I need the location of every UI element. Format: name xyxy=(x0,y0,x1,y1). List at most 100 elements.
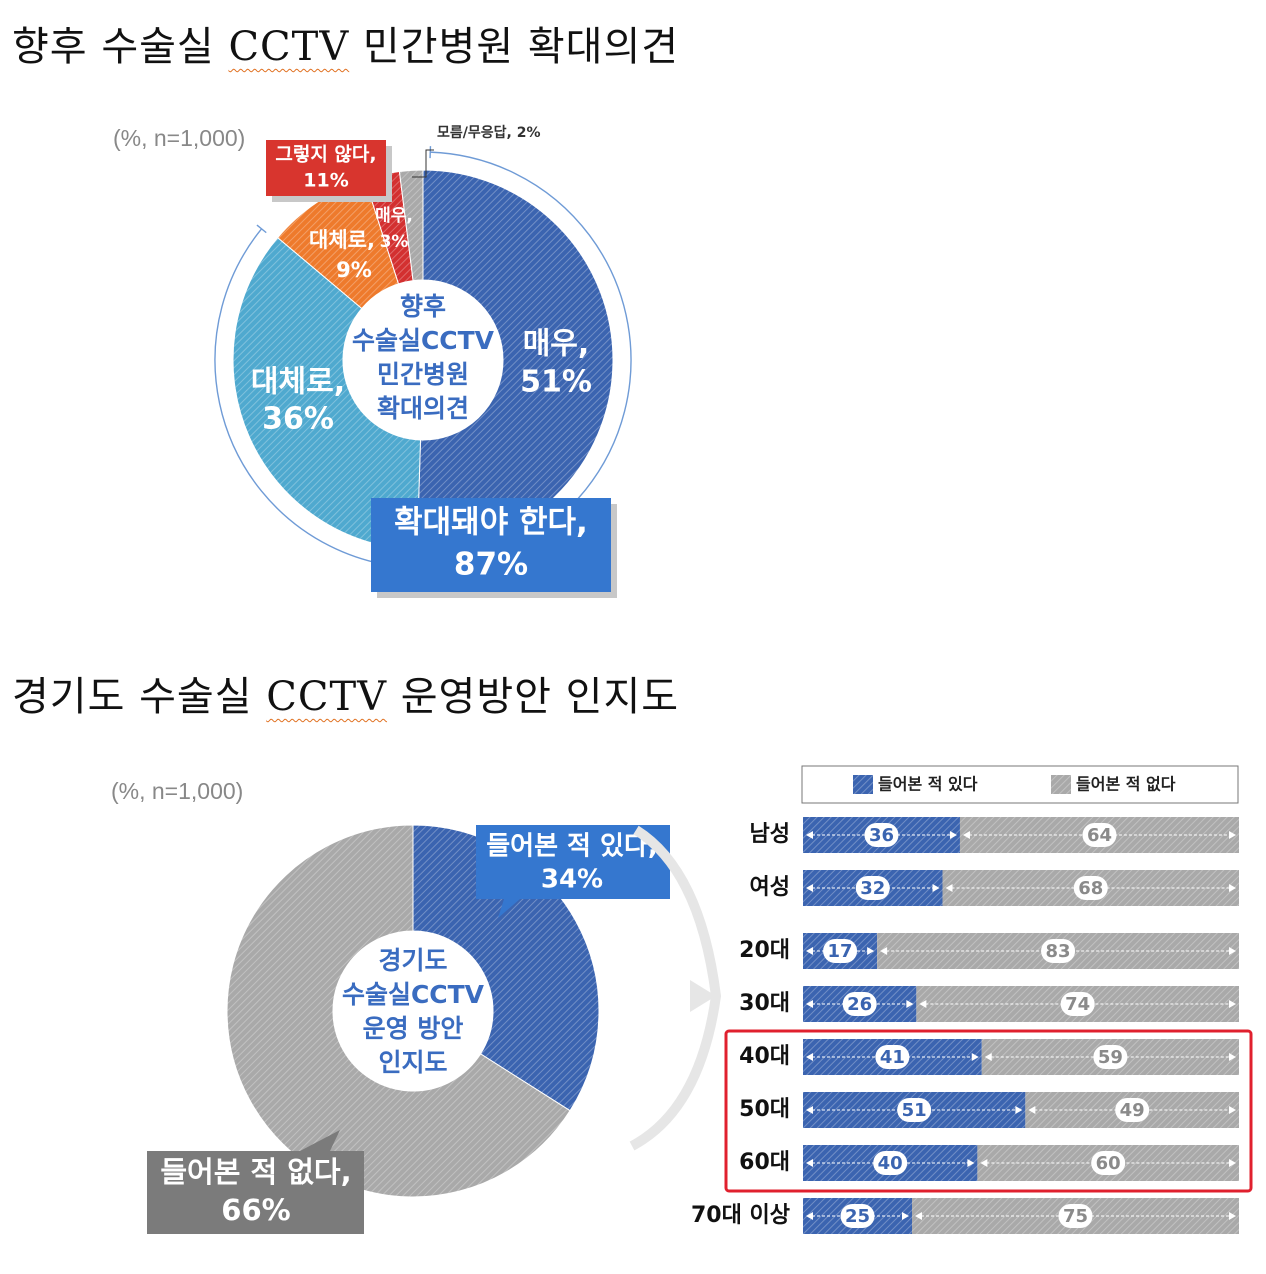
bar-heard-arrowhead-r-1 xyxy=(932,884,940,892)
pill-heard-5 xyxy=(897,1098,932,1122)
box-heard xyxy=(476,825,670,918)
bar-heard-arrowhead-r-4 xyxy=(971,1053,979,1061)
box-not-heard-name: 들어본 적 없다, xyxy=(160,1155,351,1189)
value-not-heard-1: 68 xyxy=(1078,878,1103,899)
value-not-heard-2: 83 xyxy=(1046,941,1071,962)
value-not-heard-3: 74 xyxy=(1065,994,1090,1015)
donut1-hole xyxy=(343,280,503,440)
bar-not-heard-arrowhead-r-1 xyxy=(1229,884,1236,892)
slice-dont-know-hatch xyxy=(399,170,423,281)
legend-box xyxy=(801,765,1239,804)
category-label-0: 남성 xyxy=(750,822,790,847)
bar-not-heard-arrowhead-r-6 xyxy=(1229,1159,1236,1167)
pill-heard-2 xyxy=(823,939,858,963)
category-label-3: 30대 xyxy=(739,991,790,1016)
donut2-center-line-2: 운영 방안 xyxy=(363,1014,464,1043)
sample-note-2: (%, n=1,000) xyxy=(111,778,244,804)
category-label-5: 50대 xyxy=(739,1097,790,1122)
value-heard-5: 51 xyxy=(902,1100,927,1121)
title-expansion-opinion: 향후 수술실 CCTV 민간병원 확대의견 xyxy=(12,24,680,70)
bar-not-heard-arrowhead-r-7 xyxy=(1229,1212,1236,1220)
bar-not-heard-arrowhead-l-0 xyxy=(962,831,970,839)
box-heard-name: 들어본 적 있다, xyxy=(486,832,658,862)
bar-not-heard-arrowhead-r-5 xyxy=(1229,1106,1236,1114)
label-very-not-name: 매우, xyxy=(375,206,413,226)
pill-not-heard-1 xyxy=(1073,876,1108,900)
value-heard-2: 17 xyxy=(828,941,853,962)
highlight-40-60 xyxy=(724,1029,1253,1193)
bar-heard-arrowhead-r-6 xyxy=(967,1159,975,1167)
box-expand xyxy=(371,498,611,592)
connector-arrow xyxy=(690,980,716,1012)
bar-heard-arrowhead-r-5 xyxy=(1015,1106,1023,1114)
pill-not-heard-6 xyxy=(1091,1151,1126,1175)
pill-not-heard-3 xyxy=(1060,992,1095,1016)
category-label-7: 70대 이상 xyxy=(691,1203,790,1228)
category-label-1: 여성 xyxy=(750,875,790,900)
donut1-center-line-2: 민간병원 xyxy=(377,360,469,389)
pill-not-heard-7 xyxy=(1058,1204,1093,1228)
label-very-not-value: 3% xyxy=(380,232,409,252)
pill-not-heard-5 xyxy=(1115,1098,1150,1122)
bar-heard-arrowhead-l-3 xyxy=(806,1000,813,1008)
donut2-hole xyxy=(333,931,493,1091)
box-not-value: 11% xyxy=(303,170,348,192)
pill-heard-0 xyxy=(864,823,899,847)
value-heard-1: 32 xyxy=(860,878,885,899)
bar-heard-arrowhead-r-3 xyxy=(906,1000,914,1008)
bar-heard-arrowhead-r-0 xyxy=(949,831,957,839)
box-expand-name: 확대돼야 한다, xyxy=(394,505,588,541)
donut2-center-line-3: 인지도 xyxy=(378,1048,447,1077)
legend-label-heard: 들어본 적 있다 xyxy=(878,775,978,794)
bar-not-heard-arrowhead-r-0 xyxy=(1229,831,1236,839)
bar-not-heard-arrowhead-l-6 xyxy=(980,1159,988,1167)
value-not-heard-4: 59 xyxy=(1098,1047,1123,1068)
value-not-heard-7: 75 xyxy=(1063,1206,1088,1227)
pill-heard-6 xyxy=(873,1151,908,1175)
dont-know-leader xyxy=(412,149,434,178)
slice-somewhat-not-hatch xyxy=(277,179,399,309)
bar-not-heard-arrowhead-l-3 xyxy=(919,1000,927,1008)
donut2-center-line-1: 수술실CCTV xyxy=(342,980,485,1009)
bracket-expand-end xyxy=(256,224,267,234)
slice-very-expand-hatch xyxy=(417,170,613,550)
bar-heard-arrowhead-r-7 xyxy=(902,1212,909,1220)
connector-curve xyxy=(629,825,722,1151)
label-somewhat-expand-value: 36% xyxy=(262,402,334,437)
label-somewhat-not-name: 대체로, xyxy=(309,228,375,252)
pill-heard-3 xyxy=(842,992,877,1016)
donut1-center-line-0: 향후 xyxy=(400,292,446,321)
slice-somewhat-expand-hatch xyxy=(233,237,421,550)
category-label-2: 20대 xyxy=(739,938,790,963)
label-dont-know: 모름/무응답, 2% xyxy=(437,124,540,141)
value-not-heard-0: 64 xyxy=(1087,825,1112,846)
value-heard-4: 41 xyxy=(880,1047,905,1068)
donut2-center-line-0: 경기도 xyxy=(378,946,447,975)
pill-not-heard-4 xyxy=(1093,1045,1128,1069)
value-heard-7: 25 xyxy=(845,1206,870,1227)
bar-heard-arrowhead-l-2 xyxy=(806,947,813,955)
bar-heard-arrowhead-l-5 xyxy=(806,1106,813,1114)
box-not-name: 그렇지 않다, xyxy=(275,144,376,166)
bar-heard-arrowhead-l-4 xyxy=(806,1053,813,1061)
bar-not-heard-arrowhead-r-2 xyxy=(1229,947,1236,955)
bar-heard-arrowhead-l-0 xyxy=(806,831,813,839)
bar-heard-arrowhead-l-6 xyxy=(806,1159,813,1167)
category-label-6: 60대 xyxy=(739,1150,790,1175)
bar-not-heard-arrowhead-r-3 xyxy=(1229,1000,1236,1008)
slice-not-heard-hatch xyxy=(226,825,571,1197)
box-not-heard xyxy=(147,1130,364,1234)
bar-not-heard-arrowhead-l-7 xyxy=(915,1212,922,1220)
value-not-heard-6: 60 xyxy=(1096,1153,1121,1174)
pill-heard-7 xyxy=(840,1204,875,1228)
label-somewhat-not-value: 9% xyxy=(336,258,372,282)
box-expand-value: 87% xyxy=(454,547,528,583)
value-not-heard-5: 49 xyxy=(1120,1100,1145,1121)
sample-note-1: (%, n=1,000) xyxy=(113,125,246,151)
value-heard-3: 26 xyxy=(847,994,872,1015)
donut1-center-line-3: 확대의견 xyxy=(377,394,469,423)
donut1-center-line-1: 수술실CCTV xyxy=(352,326,495,355)
bar-not-heard-arrowhead-r-4 xyxy=(1229,1053,1236,1061)
pill-heard-4 xyxy=(875,1045,910,1069)
